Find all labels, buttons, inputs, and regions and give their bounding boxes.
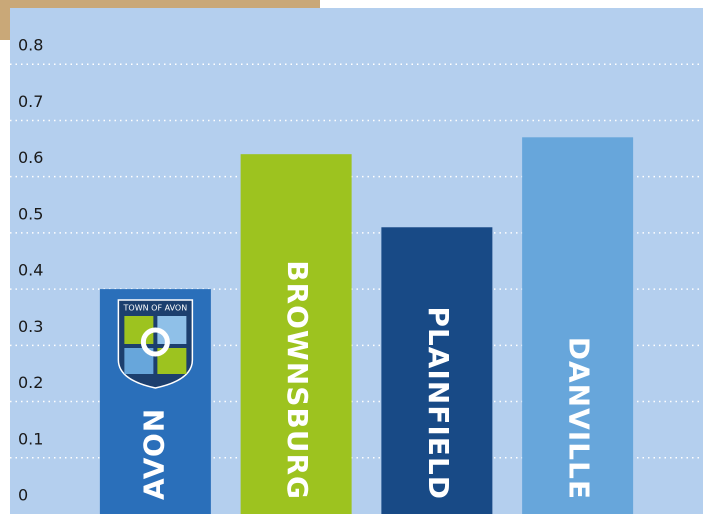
y-tick-label: 0.1: [18, 429, 43, 448]
y-tick-label: 0.2: [18, 373, 43, 392]
chart: 0 0.1 0.2 0.3 0.4 0.5 0.6 0.7 0.8 AVON BROWNSBURG P…: [0, 0, 703, 514]
y-tick-label: 0.4: [18, 261, 43, 280]
bar-label: PLAINFIELD: [422, 306, 455, 500]
y-tick-label: 0.3: [18, 317, 43, 336]
bar-label: AVON: [137, 408, 170, 500]
header-image-edge: [0, 0, 10, 40]
bar-label: BROWNSBURG: [281, 260, 314, 500]
y-tick-label: 0.7: [18, 92, 43, 111]
y-tick-label: 0: [18, 486, 28, 505]
y-tick-label: 0.8: [18, 36, 43, 55]
y-tick-label: 0.6: [18, 148, 43, 167]
y-tick-label: 0.5: [18, 204, 43, 223]
header-image: [0, 0, 320, 8]
bar-label: DANVILLE: [563, 337, 596, 500]
town-logo: TOWN OF AVON: [118, 300, 192, 388]
logo-text: TOWN OF AVON: [123, 304, 188, 313]
